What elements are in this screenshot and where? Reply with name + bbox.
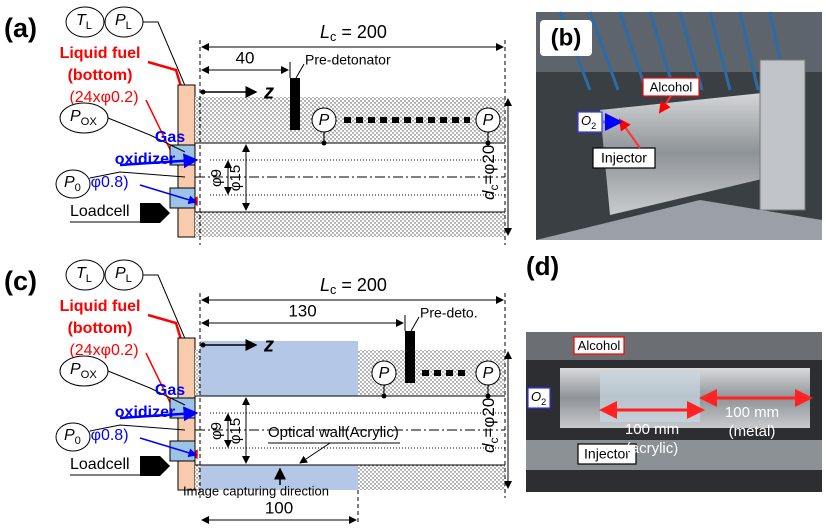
subscript: L [86,273,92,285]
photo-label: Alcohol [578,338,621,353]
leader [300,443,330,463]
symbol-text: =φ20 [479,145,498,185]
flange [760,60,805,210]
symbol: O [581,113,591,128]
symbol: L [320,22,330,42]
subscript: 0 [75,435,81,447]
dimension-label: φ9 [208,169,225,187]
annotation: Image capturing direction [183,483,329,498]
symbol-label: dc=φ20 [479,145,501,200]
subscript: 0 [75,182,81,194]
symbol: P [64,427,75,444]
fuel-label: Liquid fuel [60,45,141,62]
subscript: OX [81,116,98,128]
loadcell-label: Loadcell [70,456,130,473]
acrylic-tube [600,372,700,422]
dimension-label: 100 [265,498,293,517]
oxidizer-label: Gas [155,129,185,146]
symbol-text: = 200 [336,275,387,295]
fuel-label: (bottom) [68,67,133,84]
photo-label: (metal) [729,423,776,440]
figure: (a)TLPLLiquid fuel(bottom)(24xφ0.2)Lc = … [0,0,826,528]
subscript: 2 [541,397,546,407]
pre-detonator [290,78,300,130]
symbol: P [70,108,81,125]
symbol-label: dc=φ20 [479,398,501,453]
subscript: L [126,273,132,285]
photo-bg [526,332,822,360]
photo-label: Injector [601,150,647,166]
symbol-label: Lc = 200 [320,22,387,45]
photo-label: Alcohol [650,79,693,94]
subscript: OX [81,369,98,381]
pressure-label: P [483,365,494,382]
pre-detonator [405,331,415,383]
panel-label: (d) [526,251,559,281]
loadcell [140,203,170,223]
port [382,394,387,399]
photo-label: 100 mm [625,421,679,438]
metal-wall [195,350,200,396]
loadcell [140,456,170,476]
photo-b: (b) Alcohol O2 Injector [536,12,822,240]
subscript: L [126,20,132,32]
symbol-text: = 200 [336,22,387,42]
z-label: z [263,334,274,356]
panel-label: (a) [4,13,37,43]
panel-label: (c) [4,266,37,296]
leader [411,317,419,331]
pre-detonator-label: Pre-deto. [420,305,478,321]
metal-wall [195,212,505,237]
photo-label: Injector [584,446,630,462]
acrylic-wall [200,341,358,396]
symbol: P [115,12,126,29]
oxidizer-label: Gas [155,382,185,399]
symbol: P [115,265,126,282]
panel-label: (b) [551,24,582,51]
metal-wall [358,465,505,490]
port [322,141,327,146]
z-label: z [263,81,274,103]
fuel-label: (bottom) [68,320,133,337]
symbol-label: Lc = 200 [320,275,387,298]
leader [296,64,304,78]
symbol-text: =φ20 [479,398,498,438]
photo-label: 100 mm [725,404,779,421]
symbol: P [64,174,75,191]
fuel-label: Liquid fuel [60,298,141,315]
dimension-label: φ15 [227,165,244,191]
pressure-label: P [319,112,330,129]
dimension-label: φ9 [208,422,225,440]
dimension-label: φ15 [227,418,244,444]
subscript: 2 [591,121,596,131]
photo-d: (d) Alcohol O2 Injector 100 mm (acrylic) 100 m… [526,251,822,492]
pressure-label: P [483,112,494,129]
dimension-label: 130 [288,301,316,320]
pressure-label: P [379,365,390,382]
pre-detonator-label: Pre-detonator [305,52,391,68]
symbol: O [531,389,541,404]
symbol: L [320,275,330,295]
annotation: Optical wall(Acrylic) [268,424,399,441]
photo-label: (acrylic) [626,440,679,457]
subscript: L [86,20,92,32]
dimension-label: 40 [236,48,255,67]
symbol: P [70,361,81,378]
loadcell-label: Loadcell [70,203,130,220]
